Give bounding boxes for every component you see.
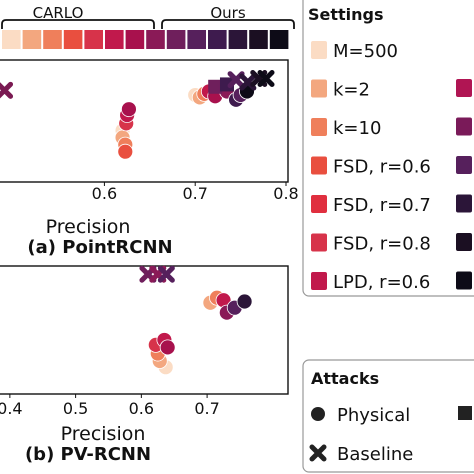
xtick-label: 0.6 (92, 184, 117, 203)
xtick-label: 0.4 (0, 399, 23, 418)
top-swatch (43, 30, 62, 49)
legend-swatch (311, 233, 327, 252)
baseline-marker-icon (309, 444, 327, 462)
legend-swatch (456, 271, 472, 290)
xticks-a: 0.6 0.7 0.8 (92, 182, 299, 203)
carlo-label: CARLO (33, 4, 84, 22)
plot-frame-b (0, 265, 289, 395)
xtick-label: 0.7 (194, 399, 219, 418)
settings-entries: M=500 k=2 k=10 FSD, r=0.6 FSD, r=0.7 FSD, r=0… (311, 41, 472, 293)
xtick-label: 0.8 (273, 184, 298, 203)
legend-label: FSD, r=0.7 (333, 195, 431, 216)
legend-swatch (311, 118, 327, 136)
xlabel-b: Precision (61, 423, 146, 445)
top-swatch-row (2, 30, 289, 49)
top-swatch (146, 30, 165, 49)
top-swatch (249, 30, 268, 49)
data-point (121, 101, 137, 118)
top-swatch (269, 30, 289, 49)
data-point (257, 70, 275, 88)
settings-legend-title: Settings (308, 5, 384, 24)
points-a (0, 70, 275, 160)
data-point (0, 81, 14, 99)
legend-label: k=10 (333, 118, 381, 139)
xtick-label: 0.7 (182, 184, 207, 203)
legend-swatch (456, 79, 472, 97)
legend-swatch (456, 233, 472, 251)
top-swatch (125, 30, 145, 49)
attacks-legend: Attacks Physical Baseline (302, 359, 474, 473)
ours-label: Ours (210, 4, 245, 22)
top-swatch (228, 30, 248, 49)
legend-label: k=2 (333, 80, 370, 101)
top-swatch (63, 30, 83, 49)
top-color-bar: CARLO Ours (1, 4, 295, 49)
legend-label: M=500 (333, 41, 398, 62)
top-swatch (105, 30, 124, 49)
legend-label: LPD, r=0.6 (333, 272, 430, 293)
physical-marker-icon (311, 407, 325, 421)
data-point (159, 339, 176, 356)
attacks-legend-title: Attacks (311, 369, 379, 388)
data-point (157, 265, 175, 283)
xticks-b: 0.4 0.5 0.6 0.7 (0, 394, 220, 418)
xtick-label: 0.6 (129, 399, 154, 418)
legend-swatch (311, 79, 327, 98)
attacks-legend-baseline: Baseline (337, 444, 413, 465)
legend-label: FSD, r=0.8 (333, 234, 431, 255)
xlabel-a: Precision (46, 216, 131, 238)
ours-bracket (161, 19, 295, 29)
panel-a: 0.6 0.7 0.8 Precision (a) PointRCNN (0, 59, 299, 258)
data-point (208, 79, 223, 94)
attacks-legend-frame (302, 359, 474, 473)
data-point (117, 143, 134, 160)
top-swatch (22, 30, 42, 49)
legend-swatch (311, 41, 327, 59)
legend-swatch (311, 195, 327, 213)
legend-swatch (311, 272, 327, 290)
top-swatch (84, 30, 103, 49)
carlo-bracket (1, 19, 155, 29)
points-b (139, 265, 253, 376)
legend-swatch (456, 194, 472, 213)
top-swatch (166, 30, 186, 49)
plot-frame-a (0, 59, 289, 183)
attacks-legend-physical: Physical (337, 405, 410, 426)
settings-legend-frame (302, 0, 474, 297)
top-swatch (208, 30, 227, 49)
legend-swatch (456, 117, 472, 136)
caption-a: (a) PointRCNN (27, 237, 172, 258)
caption-b: (b) PV-RCNN (25, 444, 151, 465)
legend-label: FSD, r=0.6 (333, 157, 431, 178)
legend-swatch (311, 156, 327, 175)
data-point (236, 293, 253, 310)
square-marker-icon (458, 406, 472, 420)
xtick-label: 0.5 (63, 399, 88, 418)
top-swatch (2, 30, 21, 49)
top-swatch (187, 30, 206, 49)
settings-legend: Settings M=500 k=2 k=10 FSD, r=0.6 FSD, r=0.… (302, 0, 474, 297)
panel-b: 0.4 0.5 0.6 0.7 Precision (b) PV-RCNN (0, 265, 289, 465)
legend-swatch (456, 156, 472, 174)
